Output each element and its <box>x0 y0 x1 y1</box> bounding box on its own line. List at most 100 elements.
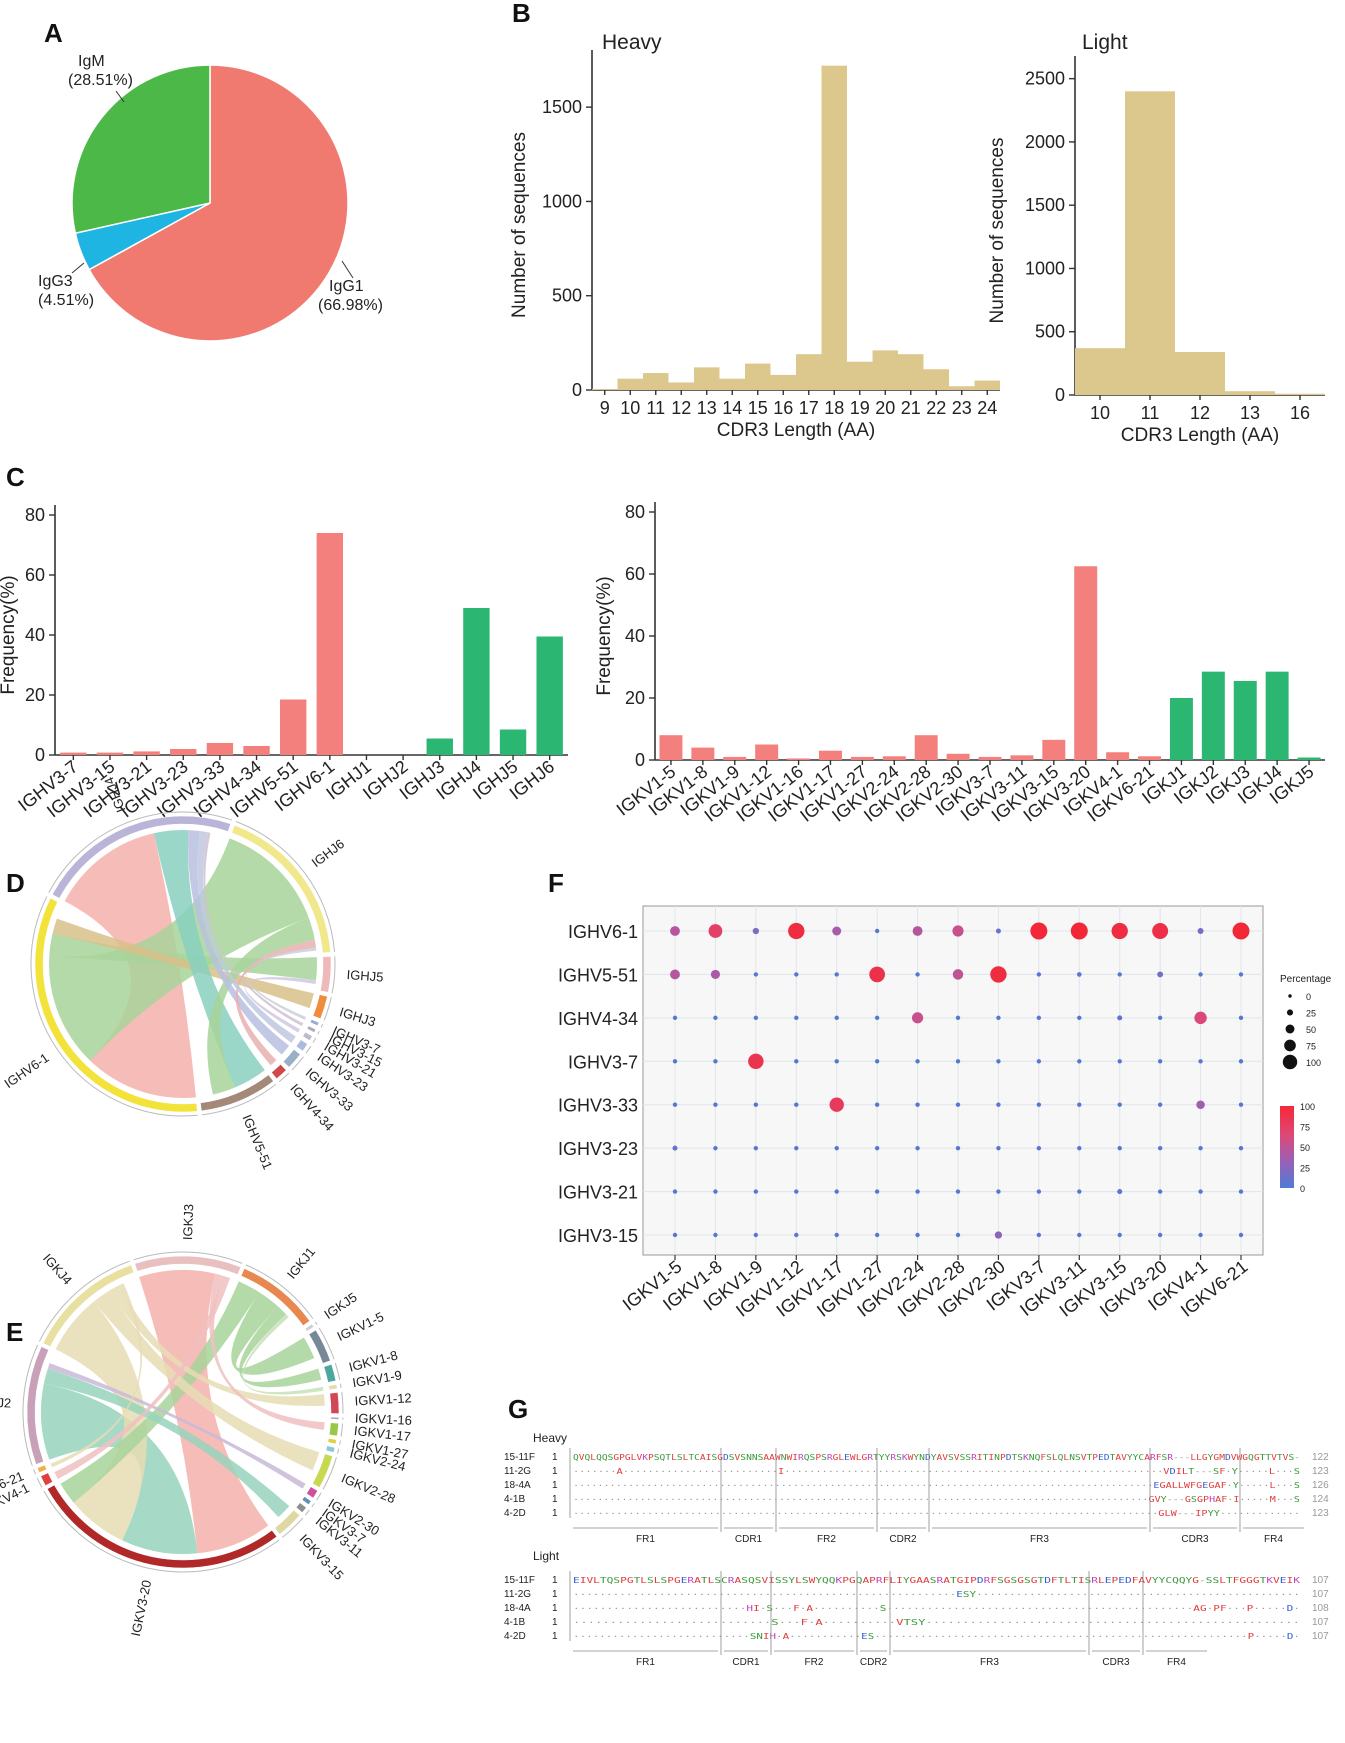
residue: · <box>658 1495 664 1504</box>
residue: · <box>960 1604 967 1613</box>
residue: D <box>1170 1467 1176 1476</box>
residue: · <box>620 1604 627 1613</box>
residue: · <box>1080 1604 1087 1613</box>
residue: · <box>953 1604 960 1613</box>
residue: · <box>712 1495 718 1504</box>
chord-sector-igkv3-15 <box>274 1509 301 1535</box>
chord-scale-ring <box>281 1517 304 1538</box>
region-label: FR1 <box>636 1657 655 1668</box>
dot <box>1157 1232 1163 1238</box>
residue: · <box>884 1467 890 1476</box>
residue: V <box>735 1453 741 1462</box>
dot <box>996 1015 1001 1021</box>
residue: · <box>1157 1467 1163 1476</box>
residue: S <box>963 1590 970 1599</box>
residue: T <box>1277 1453 1283 1462</box>
residue: · <box>875 1509 881 1518</box>
chord-sector-igkj4 <box>42 1264 135 1347</box>
residue: · <box>595 1618 602 1627</box>
residue: S <box>1294 1495 1300 1504</box>
seq-end: 107 <box>1312 1631 1329 1642</box>
residue: S <box>661 1576 668 1585</box>
dot <box>955 1189 961 1194</box>
residue: Y <box>913 1453 919 1462</box>
residue: · <box>1039 1467 1045 1476</box>
residue: · <box>856 1509 862 1518</box>
region-label: FR4 <box>1264 1534 1283 1545</box>
residue: · <box>593 1590 600 1599</box>
residue: · <box>640 1481 646 1490</box>
residue: · <box>1250 1467 1256 1476</box>
seq-name: 4-1B <box>504 1617 525 1628</box>
dot <box>915 1145 920 1151</box>
chord-label: IGHJ5 <box>346 967 384 985</box>
residue: · <box>1257 1481 1263 1490</box>
residue: · <box>666 1604 673 1613</box>
residue: · <box>984 1618 991 1627</box>
seq-residues: ········································… <box>573 1495 1300 1504</box>
residue: · <box>799 1481 805 1490</box>
residue: · <box>628 1481 634 1490</box>
residue: · <box>579 1467 585 1476</box>
residue: F <box>1051 1576 1058 1585</box>
dot <box>1030 922 1048 940</box>
x-tick-label: 14 <box>722 398 742 418</box>
residue: · <box>949 1509 955 1518</box>
residue: Y <box>931 1453 937 1462</box>
residue: - <box>1173 1495 1179 1504</box>
color-legend-label: 25 <box>1300 1164 1310 1174</box>
residue: T <box>1188 1467 1194 1476</box>
residue: S <box>948 1453 954 1462</box>
residue: · <box>749 1495 755 1504</box>
residue: T <box>1226 1576 1233 1585</box>
residue: · <box>652 1481 658 1490</box>
residue: · <box>1241 1590 1248 1599</box>
residue: G <box>1246 1576 1253 1585</box>
residue: · <box>600 1604 607 1613</box>
chord-link <box>139 1270 269 1554</box>
residue: · <box>622 1481 628 1490</box>
residue: · <box>604 1481 610 1490</box>
residue: · <box>979 1632 986 1641</box>
residue: · <box>1001 1481 1007 1490</box>
residue: · <box>1115 1590 1122 1599</box>
residue: · <box>718 1495 724 1504</box>
chord-scale-ring <box>36 1477 43 1488</box>
bar-11 <box>643 373 669 390</box>
dot <box>713 1015 718 1021</box>
residue: F <box>1190 1481 1196 1490</box>
pie-label-igg1-name: IgG1 <box>329 278 364 295</box>
residue: Q <box>822 1576 829 1585</box>
residue: · <box>1028 1618 1035 1627</box>
residue: · <box>787 1481 793 1490</box>
residue: T <box>600 1576 607 1585</box>
residue: K <box>1023 1453 1029 1462</box>
residue: - <box>1179 1495 1185 1504</box>
residue: E <box>861 1632 868 1641</box>
residue: · <box>671 1632 678 1641</box>
residue: W <box>1184 1481 1190 1490</box>
residue: · <box>795 1509 801 1518</box>
residue: · <box>977 1618 984 1627</box>
residue: · <box>1134 1509 1140 1518</box>
residue: L <box>1052 1453 1058 1462</box>
residue: · <box>737 1632 744 1641</box>
dot <box>672 1189 678 1194</box>
bar-igkv2-24 <box>882 756 906 760</box>
residue: · <box>1060 1509 1066 1518</box>
residue: S <box>1191 1495 1197 1504</box>
residue: Q <box>748 1576 755 1585</box>
residue: · <box>1072 1509 1078 1518</box>
residue: P <box>648 1453 654 1462</box>
residue: · <box>1133 1604 1140 1613</box>
residue: L <box>1269 1481 1275 1490</box>
residue: K <box>836 1576 843 1585</box>
residue: · <box>1258 1495 1264 1504</box>
residue: · <box>1253 1604 1260 1613</box>
residue: P <box>842 1576 849 1585</box>
residue: · <box>850 1509 856 1518</box>
pie-label-igm-name: IgM <box>78 53 105 70</box>
x-tick-label: 17 <box>799 398 819 418</box>
x-tick-label: 12 <box>671 398 691 418</box>
